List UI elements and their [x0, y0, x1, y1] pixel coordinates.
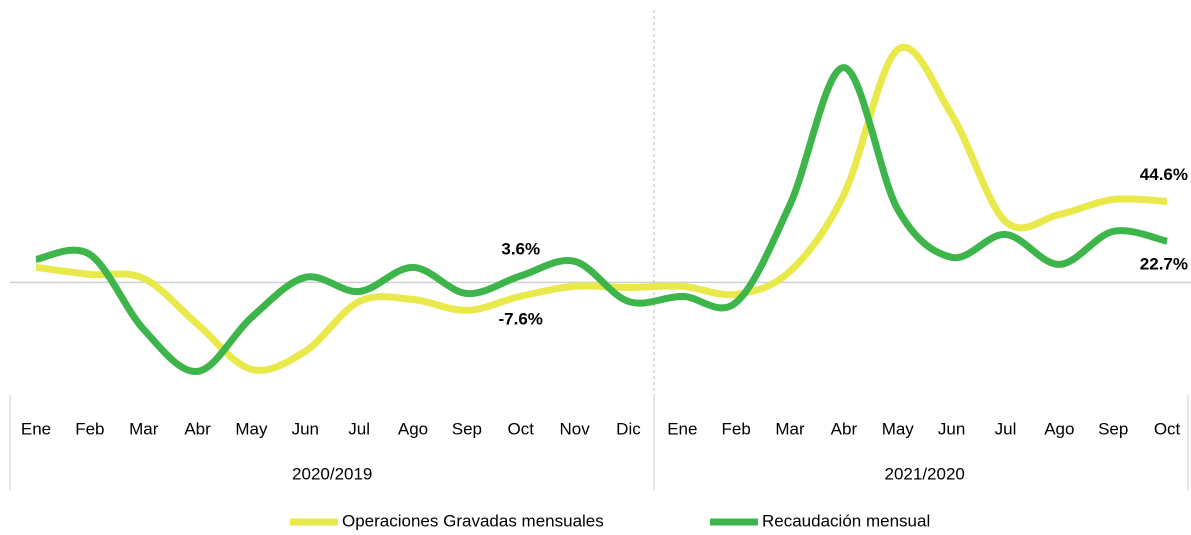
x-tick-label: Sep: [452, 419, 482, 438]
legend-label: Recaudación mensual: [762, 511, 930, 530]
x-tick-label: Abr: [184, 419, 211, 438]
x-tick-label: Feb: [75, 419, 104, 438]
data-label: -7.6%: [499, 310, 543, 329]
data-label: 3.6%: [501, 239, 540, 258]
x-tick-label: Jul: [348, 419, 370, 438]
x-tick-label: Abr: [831, 419, 858, 438]
x-tick-label: Mar: [129, 419, 159, 438]
x-tick-label: Ago: [398, 419, 428, 438]
x-tick-label: Dic: [616, 419, 641, 438]
x-tick-label: Jun: [292, 419, 319, 438]
line: [35, 64, 1168, 375]
data-label: 22.7%: [1140, 255, 1188, 274]
data-label: 44.6%: [1140, 165, 1188, 184]
line: [35, 43, 1168, 374]
x-tick-label: May: [882, 419, 915, 438]
x-tick-label: Sep: [1098, 419, 1128, 438]
x-tick-label: Mar: [775, 419, 805, 438]
x-tick-label: Oct: [508, 419, 535, 438]
x-tick-label: Ago: [1044, 419, 1074, 438]
legend-label: Operaciones Gravadas mensuales: [342, 511, 604, 530]
x-tick-label: Nov: [559, 419, 590, 438]
x-tick-label: Ene: [667, 419, 697, 438]
x-tick-label: Oct: [1154, 419, 1181, 438]
x-tick-label: Feb: [722, 419, 751, 438]
x-tick-label: Jul: [995, 419, 1017, 438]
x-tick-label: May: [235, 419, 268, 438]
x-tick-label: Jun: [938, 419, 965, 438]
group-label: 2020/2019: [292, 464, 372, 483]
x-tick-label: Ene: [21, 419, 51, 438]
group-label: 2021/2020: [885, 464, 965, 483]
